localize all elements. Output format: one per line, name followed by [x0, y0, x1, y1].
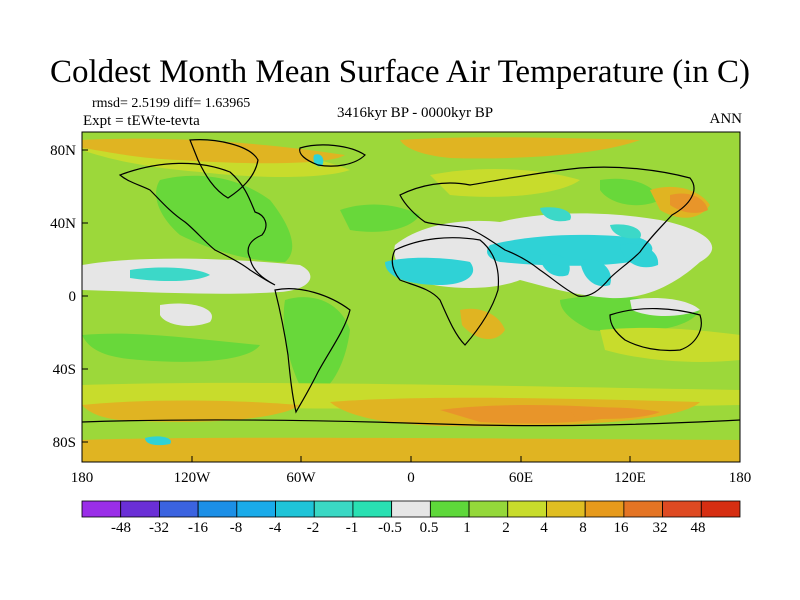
lat-tick-label: 80S — [53, 435, 76, 451]
colorbar-label: 4 — [540, 520, 548, 536]
colorbar-swatch — [197, 500, 238, 518]
colorbar-label: -0.5 — [378, 520, 402, 536]
colorbar-swatch — [507, 500, 547, 518]
coastlines — [82, 139, 740, 427]
colorbar-label: 1 — [463, 520, 471, 536]
orange-anomaly-regions — [82, 137, 740, 462]
colorbar-label: 48 — [691, 520, 706, 536]
lat-tick-label: 80N — [50, 143, 76, 159]
lat-tick-label: 0 — [69, 289, 77, 305]
colorbar-swatch — [662, 500, 702, 518]
colorbar-label: -32 — [149, 520, 169, 536]
light-cyan-anomaly-regions — [130, 207, 641, 282]
cyan-anomaly-regions — [145, 154, 659, 446]
colorbar-label: -16 — [188, 520, 208, 536]
colorbar-swatch — [623, 500, 663, 518]
colorbar-label: 0.5 — [420, 520, 439, 536]
lon-tick-label: 120E — [614, 470, 646, 486]
colorbar-swatch — [159, 500, 199, 518]
lon-tick-label: 180 — [71, 470, 94, 486]
colorbar-label: 32 — [653, 520, 668, 536]
colorbar: -48 -32 -16 -8 -4 -2 -1 -0.5 0.5 1 2 4 8… — [81, 500, 741, 536]
colorbar-swatch — [391, 500, 431, 518]
colorbar-label: 16 — [614, 520, 630, 536]
rmsd-diff-stats: rmsd= 2.5199 diff= 1.63965 — [92, 96, 251, 111]
lon-tick-label: 60W — [286, 470, 316, 486]
lat-tick-label: 40S — [53, 362, 76, 378]
colorbar-labels: -48 -32 -16 -8 -4 -2 -1 -0.5 0.5 1 2 4 8… — [111, 520, 706, 536]
colorbar-swatch — [120, 500, 160, 518]
deep-orange-anomaly-regions — [440, 193, 708, 424]
colorbar-label: 2 — [502, 520, 510, 536]
colorbar-label: -2 — [307, 520, 320, 536]
colorbar-label: 8 — [579, 520, 587, 536]
colorbar-swatch — [700, 500, 741, 518]
longitude-axis: 180 120W 60W 0 60E 120E 180 — [71, 456, 752, 486]
colorbar-label: -4 — [269, 520, 282, 536]
colorbar-label: -48 — [111, 520, 131, 536]
colorbar-label: -8 — [230, 520, 243, 536]
colorbar-swatch — [546, 500, 586, 518]
colorbar-swatch — [275, 500, 315, 518]
lon-tick-label: 0 — [407, 470, 415, 486]
latitude-axis: 80N 40N 0 40S 80S — [50, 143, 88, 451]
colorbar-swatch — [352, 500, 393, 518]
colorbar-swatch — [468, 500, 509, 518]
colorbar-swatch — [81, 500, 122, 518]
lon-tick-label: 120W — [174, 470, 212, 486]
colorbar-swatch — [429, 500, 470, 518]
period-label: 3416kyr BP - 0000kyr BP — [336, 105, 494, 121]
colorbar-swatch — [584, 500, 625, 518]
season-label: ANN — [709, 111, 743, 127]
lon-tick-label: 60E — [509, 470, 533, 486]
lat-tick-label: 40N — [50, 216, 76, 232]
map-title: Coldest Month Mean Surface Air Temperatu… — [50, 54, 750, 90]
colorbar-swatch — [236, 500, 276, 518]
map-field — [82, 132, 740, 462]
colorbar-swatches — [81, 500, 741, 518]
colorbar-label: -1 — [346, 520, 359, 536]
lon-tick-label: 180 — [729, 470, 752, 486]
colorbar-swatch — [313, 500, 354, 518]
experiment-label: Expt = tEWte-tevta — [83, 113, 200, 129]
